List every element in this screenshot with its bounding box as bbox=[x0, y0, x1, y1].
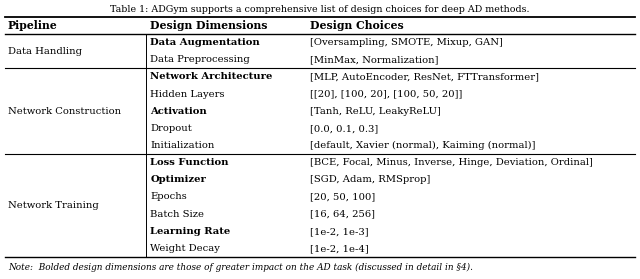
Text: [SGD, Adam, RMSprop]: [SGD, Adam, RMSprop] bbox=[310, 175, 431, 184]
Text: Network Architecture: Network Architecture bbox=[150, 72, 273, 81]
Text: Design Dimensions: Design Dimensions bbox=[150, 20, 268, 31]
Text: Initialization: Initialization bbox=[150, 141, 215, 150]
Text: [1e-2, 1e-4]: [1e-2, 1e-4] bbox=[310, 244, 369, 253]
Text: Pipeline: Pipeline bbox=[8, 20, 58, 31]
Text: [16, 64, 256]: [16, 64, 256] bbox=[310, 210, 376, 219]
Text: Optimizer: Optimizer bbox=[150, 175, 206, 184]
Text: [0.0, 0.1, 0.3]: [0.0, 0.1, 0.3] bbox=[310, 124, 379, 133]
Text: [Oversampling, SMOTE, Mixup, GAN]: [Oversampling, SMOTE, Mixup, GAN] bbox=[310, 38, 503, 47]
Text: Data Preprocessing: Data Preprocessing bbox=[150, 55, 250, 64]
Text: Dropout: Dropout bbox=[150, 124, 192, 133]
Text: [MLP, AutoEncoder, ResNet, FTTransformer]: [MLP, AutoEncoder, ResNet, FTTransformer… bbox=[310, 72, 540, 81]
Text: Data Augmentation: Data Augmentation bbox=[150, 38, 260, 47]
Text: Loss Function: Loss Function bbox=[150, 158, 229, 167]
Text: Hidden Layers: Hidden Layers bbox=[150, 90, 225, 98]
Text: Note:  Bolded design dimensions are those of greater impact on the AD task (disc: Note: Bolded design dimensions are those… bbox=[8, 263, 473, 271]
Text: Table 1: ADGym supports a comprehensive list of design choices for deep AD metho: Table 1: ADGym supports a comprehensive … bbox=[110, 5, 530, 14]
Text: Weight Decay: Weight Decay bbox=[150, 244, 220, 253]
Text: Network Construction: Network Construction bbox=[8, 107, 121, 116]
Text: [20, 50, 100]: [20, 50, 100] bbox=[310, 193, 376, 201]
Text: [MinMax, Normalization]: [MinMax, Normalization] bbox=[310, 55, 439, 64]
Text: [Tanh, ReLU, LeakyReLU]: [Tanh, ReLU, LeakyReLU] bbox=[310, 107, 441, 116]
Text: [BCE, Focal, Minus, Inverse, Hinge, Deviation, Ordinal]: [BCE, Focal, Minus, Inverse, Hinge, Devi… bbox=[310, 158, 593, 167]
Text: Design Choices: Design Choices bbox=[310, 20, 404, 31]
Text: Activation: Activation bbox=[150, 107, 207, 116]
Text: [[20], [100, 20], [100, 50, 20]]: [[20], [100, 20], [100, 50, 20]] bbox=[310, 90, 463, 98]
Text: Epochs: Epochs bbox=[150, 193, 187, 201]
Text: Data Handling: Data Handling bbox=[8, 47, 82, 56]
Text: Learning Rate: Learning Rate bbox=[150, 227, 230, 236]
Text: [1e-2, 1e-3]: [1e-2, 1e-3] bbox=[310, 227, 369, 236]
Text: Batch Size: Batch Size bbox=[150, 210, 204, 219]
Text: Network Training: Network Training bbox=[8, 201, 99, 210]
Text: [default, Xavier (normal), Kaiming (normal)]: [default, Xavier (normal), Kaiming (norm… bbox=[310, 141, 536, 150]
